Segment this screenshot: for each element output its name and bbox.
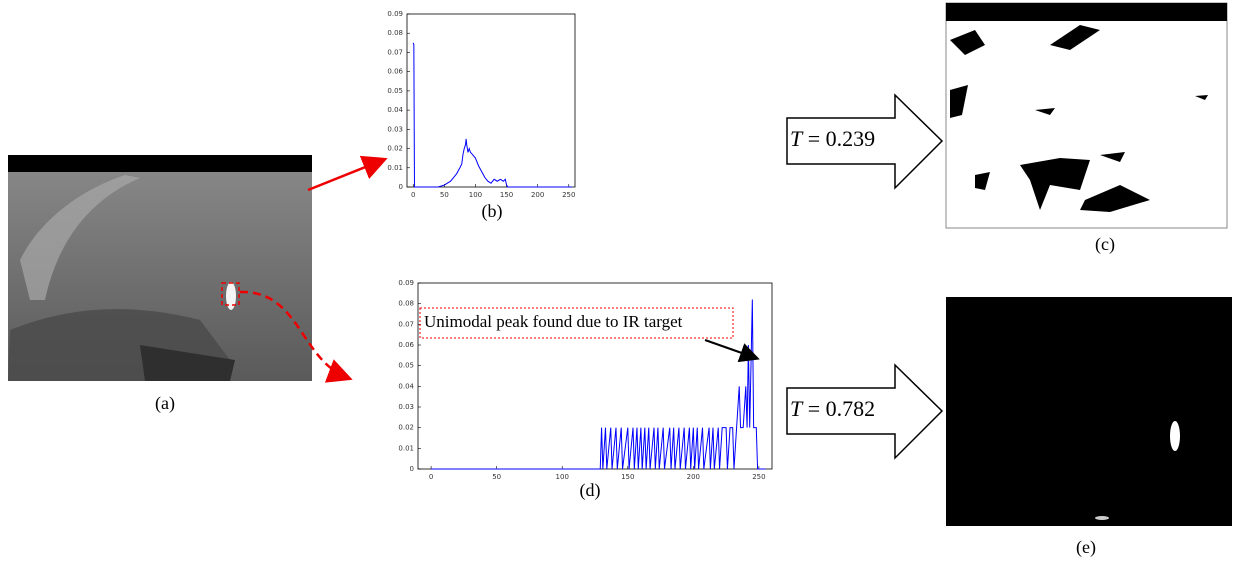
x-tick-label: 0 (429, 473, 433, 481)
dashed-arrow (239, 290, 353, 383)
y-tick-label: 0 (399, 183, 403, 191)
x-tick-label: 150 (500, 191, 513, 199)
x-tick-label: 250 (752, 473, 765, 481)
threshold-symbol: T (790, 126, 804, 151)
threshold-value: = 0.782 (808, 396, 875, 421)
y-tick-label: 0.04 (398, 382, 414, 390)
x-tick-label: 200 (687, 473, 700, 481)
y-tick-label: 0.07 (387, 48, 403, 56)
binary-image-e (946, 297, 1232, 526)
annotation-arrow (704, 339, 760, 363)
arrow (307, 155, 388, 192)
threshold: T = 0.239 (790, 126, 875, 151)
threshold: T = 0.782 (790, 396, 875, 421)
ir-image (8, 155, 312, 381)
x-tick-label: 200 (531, 191, 544, 199)
y-tick-label: 0.06 (398, 341, 414, 349)
x-tick-label: 100 (556, 473, 569, 481)
x-tick-label: 150 (621, 473, 634, 481)
panel-label: (e) (1076, 537, 1096, 558)
histogram-line (412, 42, 572, 188)
y-tick-label: 0.02 (398, 424, 414, 432)
y-tick-label: 0.05 (398, 362, 414, 370)
plot-frame (406, 13, 576, 188)
y-tick-label: 0.05 (387, 87, 403, 95)
block-arrow (786, 93, 944, 190)
annotation-box (419, 307, 734, 339)
binary-image-c (945, 2, 1228, 229)
histogram-line (431, 299, 766, 470)
y-tick-label: 0.03 (398, 403, 414, 411)
y-tick-label: 0.09 (387, 10, 403, 18)
panel-label: (d) (580, 480, 601, 501)
y-tick-label: 0.08 (398, 300, 414, 308)
x-tick-label: 250 (562, 191, 575, 199)
panel-label: (b) (482, 201, 503, 222)
panel-label: (a) (155, 393, 175, 414)
y-tick-label: 0.04 (387, 106, 403, 114)
x-tick-label: 100 (469, 191, 482, 199)
y-tick-label: 0.03 (387, 125, 403, 133)
y-tick-label: 0.07 (398, 320, 414, 328)
annotation: Unimodal peak found due to IR target (424, 312, 683, 331)
x-tick-label: 50 (492, 473, 501, 481)
y-tick-label: 0.09 (398, 279, 414, 287)
y-tick-label: 0.01 (398, 444, 414, 452)
threshold-value: = 0.239 (808, 126, 875, 151)
block-arrow (786, 363, 944, 460)
threshold-symbol: T (790, 396, 804, 421)
y-tick-label: 0 (410, 465, 414, 473)
y-tick-label: 0.08 (387, 29, 403, 37)
panel-label: (c) (1095, 234, 1115, 255)
y-tick-label: 0.02 (387, 145, 403, 153)
x-tick-label: 50 (440, 191, 449, 199)
y-tick-label: 0.06 (387, 68, 403, 76)
x-tick-label: 0 (411, 191, 415, 199)
y-tick-label: 0.01 (387, 164, 403, 172)
